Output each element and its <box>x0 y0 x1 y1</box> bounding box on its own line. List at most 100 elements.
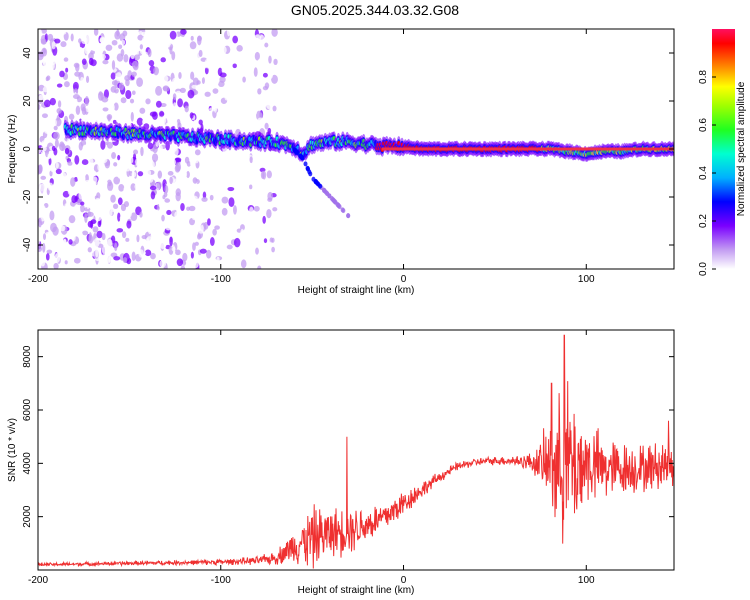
noise-speckle <box>164 198 171 203</box>
noise-speckle <box>249 206 254 216</box>
top-x-axis-label: Height of straight line (km) <box>298 285 415 296</box>
bottom-x-tick-label: -100 <box>211 575 231 586</box>
colorbar-tick-label: 0.6 <box>698 118 709 132</box>
noise-speckle <box>214 76 220 85</box>
noise-speckle <box>272 207 278 212</box>
noise-speckle <box>151 153 159 163</box>
bottom-plot-frame <box>37 329 675 571</box>
noise-speckle <box>198 49 203 58</box>
noise-speckle <box>134 183 141 190</box>
noise-speckle <box>47 182 54 192</box>
noise-speckle <box>69 246 73 256</box>
noise-speckle <box>88 261 94 269</box>
noise-speckle <box>172 93 177 101</box>
noise-speckle <box>48 157 52 166</box>
noise-speckle <box>255 220 262 227</box>
branch-point <box>311 176 316 182</box>
noise-speckle <box>202 191 207 199</box>
noise-speckle <box>136 77 143 88</box>
noise-speckle <box>268 70 274 80</box>
snr-plot-area <box>38 334 674 569</box>
noise-speckle <box>209 194 214 201</box>
noise-speckle <box>148 60 155 67</box>
noise-speckle <box>138 71 144 77</box>
noise-speckle <box>103 63 109 71</box>
noise-speckle <box>184 41 190 48</box>
noise-speckle <box>99 254 107 263</box>
noise-speckle <box>38 94 44 101</box>
noise-speckle <box>72 94 80 100</box>
noise-speckle <box>166 209 172 216</box>
noise-speckle <box>170 147 176 155</box>
noise-speckle <box>129 145 134 154</box>
noise-speckle <box>178 71 182 79</box>
noise-speckle <box>87 87 95 94</box>
noise-speckle <box>162 86 170 92</box>
noise-speckle <box>240 259 247 269</box>
noise-speckle <box>204 176 211 187</box>
noise-speckle <box>190 35 194 41</box>
noise-speckle <box>193 259 199 269</box>
noise-speckle <box>148 86 155 93</box>
noise-speckle <box>260 59 267 68</box>
noise-speckle <box>62 90 67 97</box>
bottom-x-tick-label: 100 <box>578 575 595 586</box>
noise-speckle <box>38 204 43 212</box>
noise-speckle <box>153 66 159 76</box>
noise-speckle <box>103 89 110 99</box>
noise-speckle <box>101 96 109 103</box>
noise-speckle <box>111 39 118 46</box>
noise-speckle <box>73 62 80 68</box>
snr-series-line <box>38 334 674 569</box>
noise-speckle <box>155 85 163 96</box>
noise-speckle <box>81 230 89 236</box>
noise-speckle <box>42 86 49 93</box>
noise-speckle <box>176 258 184 267</box>
branch-point <box>294 149 299 155</box>
noise-speckle <box>204 91 211 97</box>
noise-speckle <box>221 207 228 216</box>
noise-speckle <box>171 230 176 237</box>
noise-speckle <box>167 171 174 176</box>
bottom-x-tick-label: -200 <box>28 575 48 586</box>
noise-speckle <box>169 176 173 185</box>
noise-speckle <box>239 79 244 89</box>
noise-speckle <box>180 29 187 35</box>
noise-speckle <box>106 151 112 159</box>
branch-point <box>318 183 323 189</box>
noise-speckle <box>154 45 161 54</box>
branch-point <box>305 165 310 171</box>
noise-speckle <box>184 105 189 113</box>
noise-speckle <box>254 34 261 42</box>
noise-speckle <box>126 209 132 218</box>
noise-speckle <box>212 228 217 236</box>
noise-speckle <box>164 185 169 194</box>
noise-speckle <box>79 226 84 231</box>
bottom-y-tick-label: 8000 <box>22 345 33 368</box>
noise-speckle <box>75 105 81 115</box>
noise-speckle <box>258 152 265 162</box>
noise-speckle <box>102 79 108 85</box>
noise-speckle <box>99 64 103 69</box>
noise-speckle <box>43 99 51 108</box>
figure-title: GN05.2025.344.03.32.G08 <box>290 2 460 18</box>
noise-speckle <box>184 156 190 164</box>
noise-speckle <box>266 170 272 179</box>
noise-speckle <box>230 119 238 126</box>
noise-speckle <box>57 100 62 108</box>
noise-speckle <box>252 157 259 164</box>
noise-speckle <box>223 118 229 125</box>
noise-speckle <box>143 51 149 57</box>
noise-speckle <box>130 111 134 122</box>
noise-speckle <box>201 77 205 85</box>
noise-speckle <box>227 186 235 192</box>
noise-speckle <box>84 47 90 55</box>
noise-speckle <box>230 263 236 269</box>
top-x-tick-label: -100 <box>211 274 231 285</box>
noise-speckle <box>191 84 198 89</box>
noise-speckle <box>268 55 272 64</box>
noise-speckle <box>116 53 124 62</box>
noise-speckle <box>125 237 130 242</box>
noise-speckle <box>120 203 127 212</box>
noise-speckle <box>47 244 54 250</box>
